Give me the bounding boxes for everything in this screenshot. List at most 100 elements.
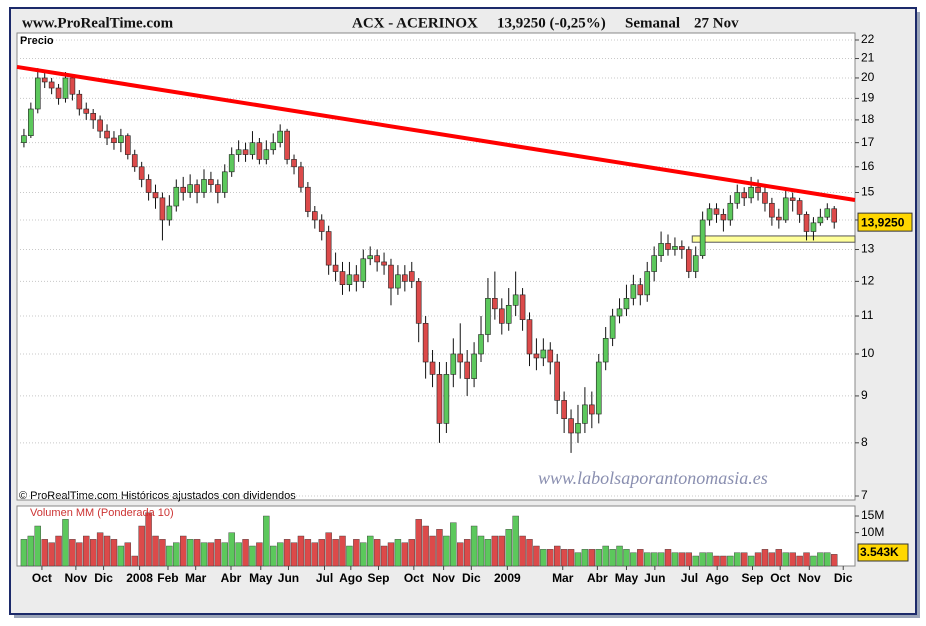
y-tick-label: 8 [861, 435, 868, 449]
candle-body [111, 137, 117, 143]
volume-bar [463, 539, 471, 567]
candle-body [55, 87, 62, 99]
period: Semanal [625, 15, 680, 31]
candle-body [325, 231, 332, 266]
volume-bar [263, 515, 270, 567]
candle-body [464, 361, 470, 379]
volume-bar [96, 532, 104, 567]
y-tick-label: 22 [861, 32, 875, 46]
volume-bar [304, 539, 312, 567]
candle-body [505, 305, 512, 324]
candle-body [277, 130, 283, 143]
date: 27 Nov [694, 15, 739, 31]
panel-title: Volumen MM (Ponderada 10) [30, 507, 174, 519]
volume-bar [214, 539, 222, 567]
candle-body [374, 255, 380, 263]
volume-bar [180, 535, 187, 567]
volume-bar [747, 555, 755, 567]
volume-bar [166, 545, 173, 567]
volume-bar [249, 545, 256, 567]
volume-bar [505, 529, 512, 567]
volume-bar [339, 535, 346, 567]
candle-body [498, 308, 505, 324]
candle-body [166, 205, 173, 221]
candle-body [429, 361, 436, 375]
candle-body [21, 135, 27, 143]
volume-bar [567, 549, 575, 567]
x-tick-label: Mar [552, 571, 574, 585]
candle-body [118, 135, 124, 143]
candle-body [263, 149, 270, 160]
volume-bar [429, 535, 436, 567]
candle-body [201, 179, 207, 193]
x-tick-label: Jun [644, 571, 665, 585]
candle-body [512, 294, 519, 306]
volume-bar [200, 542, 208, 567]
candle-body [76, 93, 83, 110]
x-tick-label: Oct [32, 571, 52, 585]
panel-title: Precio [20, 35, 54, 47]
candle-body [395, 274, 401, 289]
volume-bar [581, 549, 589, 567]
volume-bar [242, 539, 249, 567]
volume-bar [408, 539, 415, 567]
candle-body [41, 77, 48, 83]
volume-bar [657, 552, 665, 567]
candle-body [762, 192, 768, 204]
candle-body [415, 281, 422, 324]
volume-bar [782, 552, 789, 567]
candle-body [208, 179, 214, 185]
y-tick-label: 15M [861, 508, 884, 522]
volume-bar [831, 554, 838, 567]
volume-bar [360, 542, 367, 567]
volume-bar [533, 545, 540, 567]
volume-bar [699, 552, 706, 567]
x-tick-label: Abr [587, 571, 608, 585]
volume-bar [173, 542, 180, 567]
last-price-box [857, 212, 913, 232]
candle-body [720, 214, 727, 221]
volume-bar [810, 555, 817, 567]
candle-body [402, 274, 408, 282]
candle-body [616, 308, 623, 317]
volume-bar [671, 552, 679, 567]
x-tick-label: Sep [368, 571, 390, 585]
volume-bar [727, 555, 734, 567]
volume-bar [55, 535, 62, 567]
candle-body [291, 159, 297, 168]
candle-body [69, 77, 76, 95]
volume-bar [20, 539, 28, 567]
candle-body [582, 404, 588, 424]
candle-body [228, 154, 235, 173]
volume-bar [484, 539, 492, 567]
x-tick-label: Dic [94, 571, 113, 585]
candle-body [360, 258, 367, 282]
y-tick-label: 20 [861, 70, 875, 84]
candle-body [298, 166, 304, 188]
volume-bar [27, 535, 35, 567]
candle-body [824, 208, 831, 218]
volume-bar [48, 542, 55, 567]
volume-bar [401, 542, 409, 567]
candle-body [97, 119, 103, 132]
volume-bar [602, 545, 609, 567]
candle-body [34, 77, 41, 110]
candle-body [138, 166, 145, 180]
volume-bar [290, 542, 298, 567]
volume-bar [193, 539, 201, 567]
candle-body [381, 261, 387, 266]
candle-body [540, 349, 547, 359]
volume-bar [477, 535, 485, 567]
volume-bar [450, 522, 457, 567]
volume-bar [387, 542, 395, 567]
candle-body [727, 202, 734, 221]
volume-bar [207, 542, 215, 567]
volume-bar [221, 542, 228, 567]
x-tick-label: Nov [798, 571, 821, 585]
candle-body [353, 274, 360, 282]
volume-bar [380, 545, 388, 567]
volume-bar [186, 539, 194, 567]
volume-bar [332, 539, 339, 567]
volume-bar [609, 549, 616, 567]
candle-body [28, 108, 34, 137]
